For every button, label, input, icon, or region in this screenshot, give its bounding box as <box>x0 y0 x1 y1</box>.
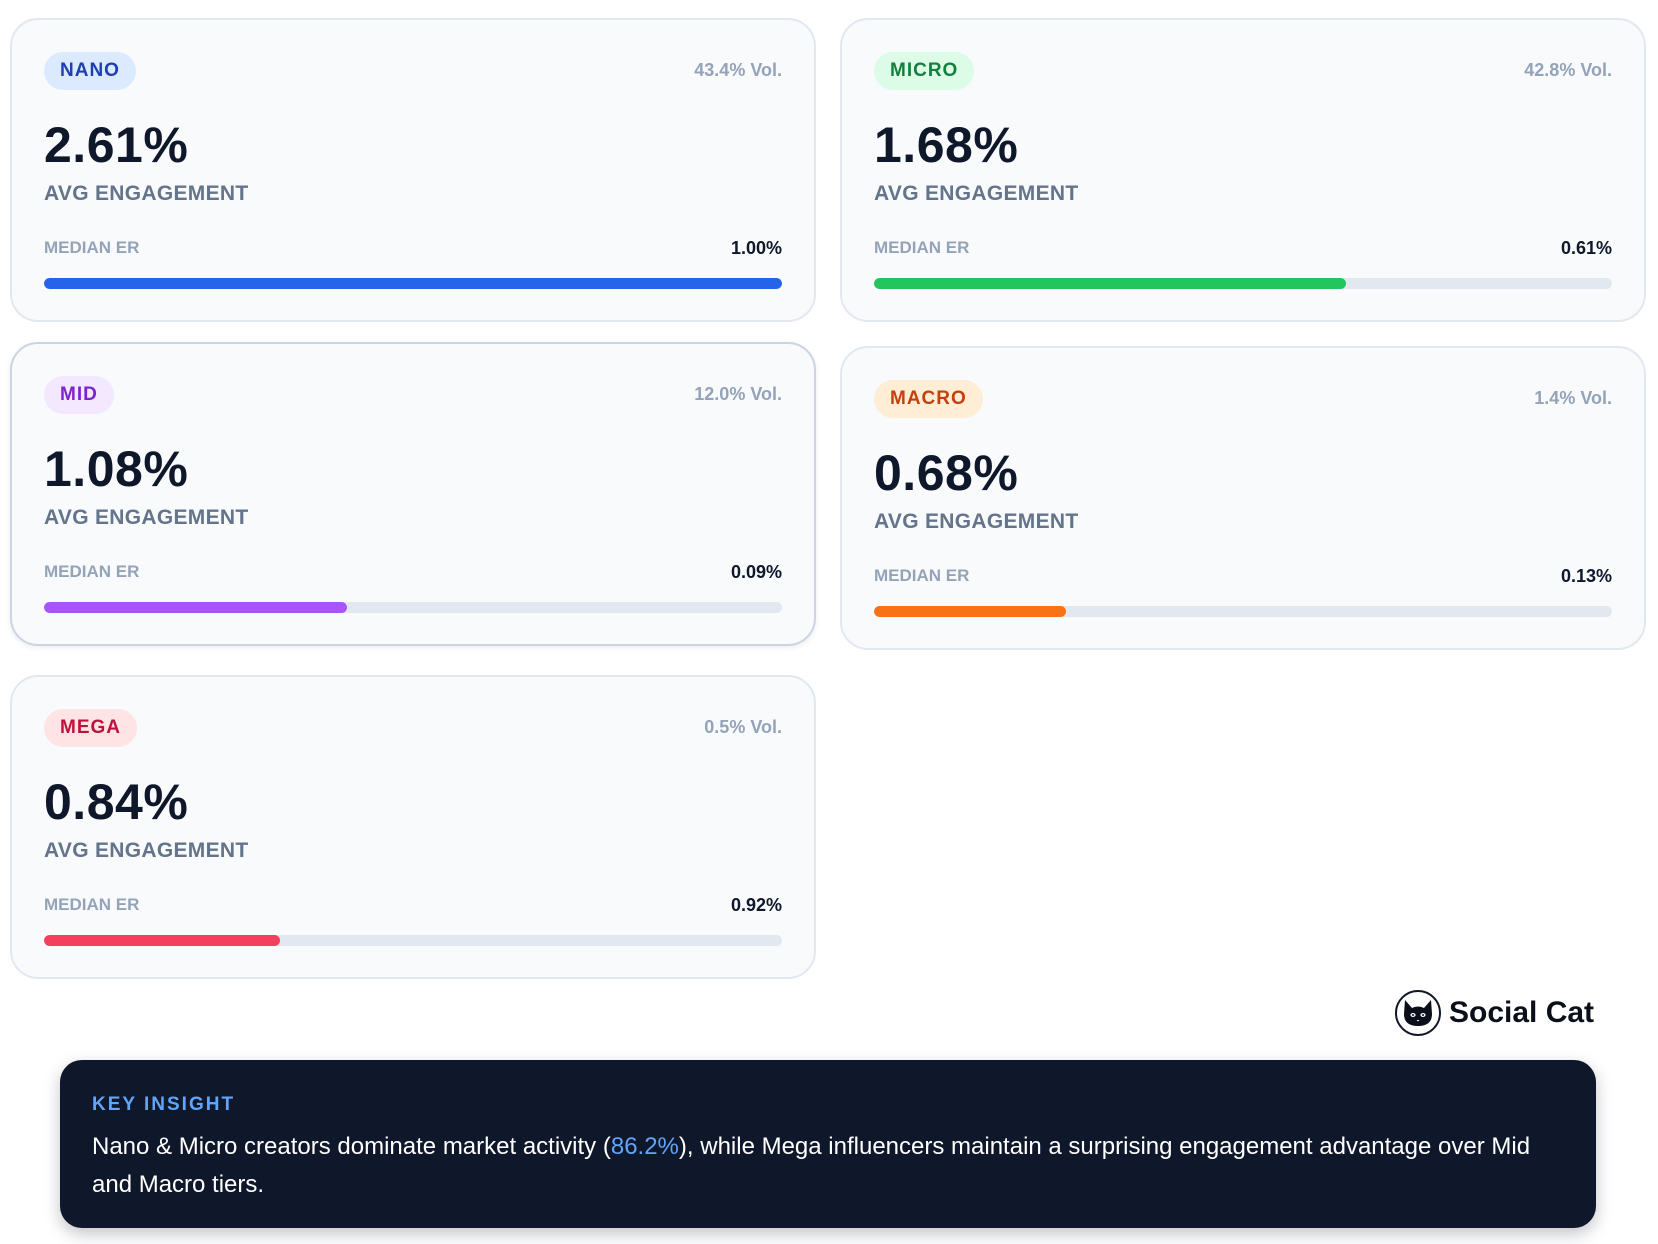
tier-badge: MEGA <box>44 709 137 747</box>
insight-highlight: 86.2% <box>610 1133 679 1160</box>
median-er-bar-track <box>874 278 1612 289</box>
median-er-label: MEDIAN ER <box>44 238 140 257</box>
median-er-bar-fill <box>874 278 1347 289</box>
median-er-bar-fill <box>44 935 281 946</box>
median-er-bar-track <box>44 278 782 289</box>
tier-card-mid: MID 12.0% Vol. 1.08% AVG ENGAGEMENT MEDI… <box>10 342 816 646</box>
volume-share: 0.5% Vol. <box>704 717 782 737</box>
median-er-value: 0.61% <box>1560 238 1612 258</box>
median-er-label: MEDIAN ER <box>44 895 140 914</box>
median-er-label: MEDIAN ER <box>874 566 970 585</box>
avg-engagement-value: 0.68% <box>874 445 1019 501</box>
median-er-bar-track <box>44 935 782 946</box>
median-er-value: 1.00% <box>730 238 782 258</box>
median-er-bar-track <box>44 602 782 613</box>
median-er-value: 0.92% <box>730 895 782 915</box>
tier-badge: MID <box>44 376 114 414</box>
median-er-bar-fill <box>44 602 347 613</box>
avg-engagement-value: 1.68% <box>874 117 1019 173</box>
median-er-bar-fill <box>874 606 1066 617</box>
avg-engagement-label: AVG ENGAGEMENT <box>874 510 1079 533</box>
avg-engagement-value: 0.84% <box>44 774 189 830</box>
volume-share: 42.8% Vol. <box>1524 60 1612 80</box>
cat-icon <box>1395 990 1441 1036</box>
median-er-bar-fill <box>44 278 782 289</box>
key-insight-label: KEY INSIGHT <box>92 1094 236 1115</box>
volume-share: 12.0% Vol. <box>694 384 782 404</box>
avg-engagement-value: 1.08% <box>44 441 189 497</box>
tier-card-macro: MACRO 1.4% Vol. 0.68% AVG ENGAGEMENT MED… <box>840 346 1646 650</box>
median-er-value: 0.09% <box>730 562 782 582</box>
insight-text-before: Nano & Micro creators dominate market ac… <box>92 1133 611 1160</box>
volume-share: 1.4% Vol. <box>1534 388 1612 408</box>
median-er-value: 0.13% <box>1560 566 1612 586</box>
tier-badge: MACRO <box>874 380 983 418</box>
avg-engagement-label: AVG ENGAGEMENT <box>44 839 249 862</box>
key-insight-text: Nano & Micro creators dominate market ac… <box>92 1128 1564 1204</box>
insight-text-after: ), while Mega influencers maintain a sur… <box>92 1133 1531 1198</box>
tier-card-nano: NANO 43.4% Vol. 2.61% AVG ENGAGEMENT MED… <box>10 18 816 322</box>
brand-logo: Social Cat <box>1395 990 1594 1036</box>
median-er-bar-track <box>874 606 1612 617</box>
brand-name: Social Cat <box>1449 996 1595 1029</box>
tier-badge: MICRO <box>874 52 975 90</box>
volume-share: 43.4% Vol. <box>694 60 782 80</box>
tier-card-micro: MICRO 42.8% Vol. 1.68% AVG ENGAGEMENT ME… <box>840 18 1646 322</box>
median-er-label: MEDIAN ER <box>44 562 140 581</box>
tier-card-mega: MEGA 0.5% Vol. 0.84% AVG ENGAGEMENT MEDI… <box>10 675 816 979</box>
tier-badge: NANO <box>44 52 136 90</box>
key-insight-banner: KEY INSIGHT Nano & Micro creators domina… <box>60 1060 1596 1228</box>
avg-engagement-label: AVG ENGAGEMENT <box>874 182 1079 205</box>
avg-engagement-value: 2.61% <box>44 117 189 173</box>
avg-engagement-label: AVG ENGAGEMENT <box>44 506 249 529</box>
median-er-label: MEDIAN ER <box>874 238 970 257</box>
avg-engagement-label: AVG ENGAGEMENT <box>44 182 249 205</box>
